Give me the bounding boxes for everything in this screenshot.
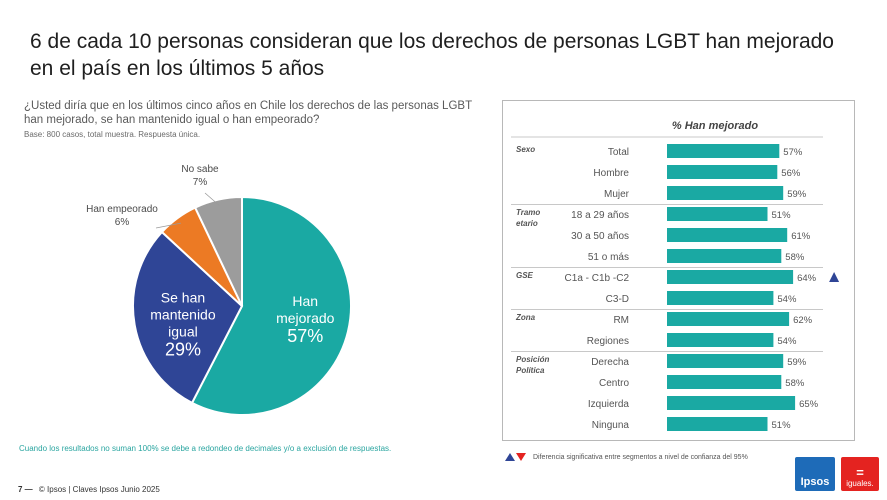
bar-chart-title: % Han mejorado bbox=[672, 120, 758, 132]
pie-slice bbox=[132, 230, 244, 405]
bar-value-label: 58% bbox=[785, 252, 805, 263]
bar-category-label: Centro bbox=[599, 378, 629, 389]
bar-category-label: Izquierda bbox=[588, 399, 630, 410]
bar-category-label: 18 a 29 años bbox=[571, 210, 629, 221]
bar bbox=[667, 354, 784, 368]
pie-slice-label: No sabe 7% bbox=[181, 164, 219, 188]
bar bbox=[667, 417, 768, 431]
iguales-logo: = iguales. bbox=[841, 457, 879, 491]
bar bbox=[667, 207, 768, 221]
bar-category-label: Mujer bbox=[604, 189, 630, 200]
page-title: 6 de cada 10 personas consideran que los… bbox=[30, 30, 834, 80]
bar bbox=[667, 186, 784, 200]
bar-value-label: 59% bbox=[787, 357, 807, 368]
ipsos-logo: Ipsos bbox=[795, 457, 835, 491]
bar-value-label: 65% bbox=[799, 399, 819, 410]
bar-value-label: 57% bbox=[783, 147, 803, 158]
group-label: GSE bbox=[516, 271, 534, 280]
bar-value-label: 54% bbox=[777, 294, 797, 305]
group-label: Sexo bbox=[516, 145, 535, 154]
ipsos-logo-text: Ipsos bbox=[800, 476, 830, 488]
bar bbox=[667, 144, 780, 158]
pie-slice bbox=[193, 195, 243, 307]
survey-question: ¿Usted diría que en los últimos cinco añ… bbox=[24, 100, 472, 126]
significance-legend: Diferencia significativa entre segmentos… bbox=[505, 452, 748, 462]
bar-chart-panel: % Han mejorado Total 57% Hombre 56% Mujer 59% S… bbox=[502, 100, 855, 441]
bar-category-label: RM bbox=[613, 315, 629, 326]
bar bbox=[667, 312, 790, 326]
rounding-note: Cuando los resultados no suman 100% se d… bbox=[19, 444, 392, 453]
bar-category-label: Derecha bbox=[591, 357, 629, 368]
bar bbox=[667, 165, 778, 179]
pie-slice bbox=[190, 195, 353, 416]
bar bbox=[667, 396, 796, 410]
bar-category-label: Regiones bbox=[587, 336, 629, 347]
iguales-logo-text: iguales. bbox=[846, 479, 874, 488]
footer-text: © Ipsos | Claves Ipsos Junio 2025 bbox=[38, 485, 160, 494]
bar bbox=[667, 333, 774, 347]
bar-category-label: 30 a 50 años bbox=[571, 231, 629, 242]
bar-category-label: C3-D bbox=[606, 294, 629, 305]
bar-value-label: 59% bbox=[787, 189, 807, 200]
bar-value-label: 64% bbox=[797, 273, 817, 284]
significance-triangles-icon bbox=[505, 453, 526, 461]
group-label: Zona bbox=[515, 313, 536, 322]
bar-chart: % Han mejorado Total 57% Hombre 56% Mujer 59% S… bbox=[511, 120, 840, 431]
bar bbox=[667, 291, 774, 305]
pie-leader-line bbox=[155, 222, 181, 229]
bar-value-label: 54% bbox=[777, 336, 797, 347]
bar-category-label: Ninguna bbox=[592, 420, 630, 431]
footer: 7 — © Ipsos | Claves Ipsos Junio 2025 bbox=[18, 485, 160, 494]
significance-marker-icon bbox=[829, 272, 840, 282]
bar-category-label: C1a - C1b -C2 bbox=[565, 273, 630, 284]
pie-slice-label: Han mejorado 57% bbox=[276, 293, 335, 346]
bar-value-label: 61% bbox=[791, 231, 811, 242]
page-number: 7 — bbox=[18, 485, 33, 494]
bar-value-label: 51% bbox=[772, 420, 792, 431]
group-label: Posición Política bbox=[516, 355, 549, 375]
bar bbox=[667, 228, 788, 242]
bar bbox=[667, 270, 794, 284]
bar bbox=[667, 375, 782, 389]
pie-leader-line bbox=[204, 192, 220, 206]
legend-text: Diferencia significativa entre segmentos… bbox=[533, 453, 748, 461]
iguales-mark-icon: = bbox=[856, 465, 864, 480]
bar-category-label: Hombre bbox=[593, 168, 629, 179]
bar-value-label: 56% bbox=[781, 168, 801, 179]
bar-category-label: 51 o más bbox=[588, 252, 629, 263]
bar-value-label: 58% bbox=[785, 378, 805, 389]
sample-base: Base: 800 casos, total muestra. Respuest… bbox=[24, 130, 201, 139]
pie-chart: Han mejorado 57% Se han mantenido igual 29% Han… bbox=[86, 164, 353, 416]
pie-slice-label: Han empeorado 6% bbox=[86, 204, 158, 228]
group-label: Tramo etario bbox=[516, 208, 540, 228]
bar bbox=[667, 249, 782, 263]
bar-value-label: 51% bbox=[772, 210, 792, 221]
bar-value-label: 62% bbox=[793, 315, 813, 326]
bar-category-label: Total bbox=[608, 147, 629, 158]
pie-slice-label: Se han mantenido igual 29% bbox=[150, 289, 216, 359]
